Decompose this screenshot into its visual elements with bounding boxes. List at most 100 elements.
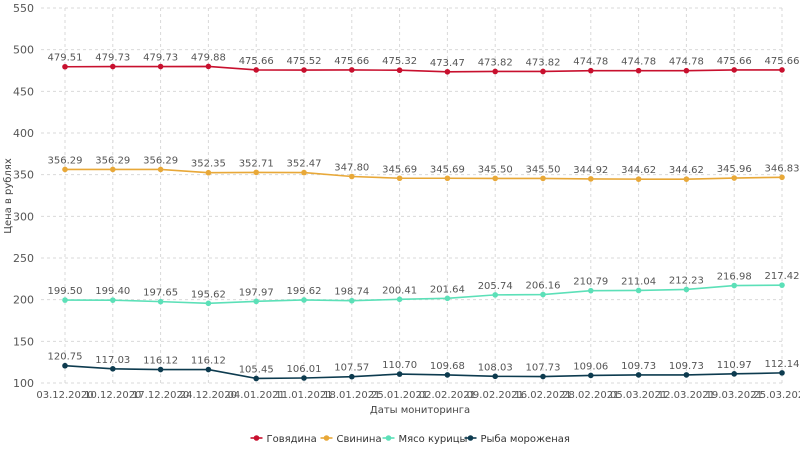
data-point[interactable] bbox=[396, 296, 403, 303]
legend-item[interactable]: Мясо курицы bbox=[382, 434, 468, 445]
data-point[interactable] bbox=[301, 67, 307, 73]
data-point[interactable] bbox=[157, 63, 164, 70]
data-label: 197.97 bbox=[239, 287, 274, 298]
data-label: 475.66 bbox=[765, 56, 800, 67]
data-point[interactable] bbox=[396, 175, 403, 182]
data-point[interactable] bbox=[62, 362, 68, 369]
data-point[interactable] bbox=[157, 298, 164, 305]
data-label: 356.29 bbox=[143, 155, 178, 166]
data-point[interactable] bbox=[110, 166, 116, 173]
data-point[interactable] bbox=[349, 67, 355, 73]
y-tick-label: 550 bbox=[13, 2, 34, 15]
legend-swatch-marker bbox=[323, 435, 330, 441]
data-point[interactable] bbox=[110, 63, 116, 70]
data-label: 473.82 bbox=[478, 57, 513, 68]
data-point[interactable] bbox=[731, 67, 737, 73]
data-point[interactable] bbox=[349, 173, 355, 180]
data-point[interactable] bbox=[635, 67, 642, 74]
x-tick-label: 03.12.2020 bbox=[36, 390, 93, 401]
data-label: 345.69 bbox=[430, 164, 465, 175]
data-label: 120.75 bbox=[48, 352, 83, 363]
data-point[interactable] bbox=[540, 175, 546, 182]
data-point[interactable] bbox=[253, 169, 259, 176]
data-point[interactable] bbox=[683, 67, 690, 74]
legend-swatch-marker bbox=[467, 435, 474, 441]
data-point[interactable] bbox=[492, 292, 499, 298]
data-point[interactable] bbox=[396, 371, 403, 377]
data-point[interactable] bbox=[779, 370, 785, 376]
x-tick-label: 17.12.2020 bbox=[132, 390, 189, 401]
data-point[interactable] bbox=[205, 300, 212, 307]
data-point[interactable] bbox=[253, 375, 259, 382]
data-point[interactable] bbox=[492, 373, 499, 380]
data-label: 110.70 bbox=[382, 360, 417, 371]
data-point[interactable] bbox=[588, 287, 594, 294]
data-label: 116.12 bbox=[143, 356, 178, 367]
data-point[interactable] bbox=[205, 169, 212, 176]
series-line bbox=[64, 65, 782, 73]
data-point[interactable] bbox=[683, 286, 690, 293]
legend-item[interactable]: Рыба мороженая bbox=[464, 434, 570, 445]
data-point[interactable] bbox=[588, 67, 594, 74]
data-point[interactable] bbox=[110, 366, 116, 372]
data-label: 211.04 bbox=[621, 276, 656, 287]
data-point[interactable] bbox=[349, 373, 355, 380]
data-point[interactable] bbox=[683, 176, 690, 182]
data-point[interactable] bbox=[253, 67, 259, 73]
x-tick-label: 11.01.2021 bbox=[275, 390, 332, 401]
data-point[interactable] bbox=[157, 166, 164, 173]
x-tick-label: 02.02.2021 bbox=[419, 390, 476, 401]
data-point[interactable] bbox=[444, 372, 451, 378]
data-point[interactable] bbox=[62, 166, 68, 173]
data-point[interactable] bbox=[779, 67, 785, 73]
data-point[interactable] bbox=[779, 174, 785, 181]
data-point[interactable] bbox=[301, 297, 307, 303]
data-point[interactable] bbox=[396, 67, 403, 74]
data-point[interactable] bbox=[779, 282, 785, 288]
data-label: 347.80 bbox=[334, 163, 369, 174]
data-point[interactable] bbox=[444, 68, 451, 75]
x-tick-label: 12.03.2021 bbox=[658, 390, 715, 401]
data-label: 345.96 bbox=[717, 164, 752, 175]
data-label: 216.98 bbox=[717, 272, 752, 283]
data-point[interactable] bbox=[253, 298, 259, 305]
data-point[interactable] bbox=[301, 375, 307, 381]
legend-item[interactable]: Свинина bbox=[320, 434, 382, 445]
data-point[interactable] bbox=[110, 297, 116, 303]
data-point[interactable] bbox=[205, 63, 212, 70]
data-point[interactable] bbox=[635, 176, 642, 182]
data-label: 117.03 bbox=[95, 355, 130, 366]
data-point[interactable] bbox=[635, 287, 642, 294]
data-label: 356.29 bbox=[48, 155, 83, 166]
data-label: 345.69 bbox=[382, 164, 417, 175]
data-point[interactable] bbox=[588, 372, 594, 379]
data-point[interactable] bbox=[62, 63, 68, 70]
data-point[interactable] bbox=[301, 169, 307, 176]
y-tick-label: 150 bbox=[13, 335, 34, 348]
data-point[interactable] bbox=[731, 175, 737, 181]
data-point[interactable] bbox=[349, 297, 355, 304]
data-point[interactable] bbox=[444, 295, 451, 302]
data-point[interactable] bbox=[205, 366, 212, 373]
data-point[interactable] bbox=[588, 176, 594, 182]
data-label: 206.16 bbox=[526, 281, 561, 292]
x-tick-label: 25.03.2021 bbox=[753, 390, 800, 401]
data-point[interactable] bbox=[540, 291, 546, 298]
legend-item[interactable]: Говядина bbox=[250, 434, 317, 445]
data-point[interactable] bbox=[157, 366, 164, 373]
data-point[interactable] bbox=[540, 373, 546, 380]
x-tick-label: 09.02.2021 bbox=[467, 390, 524, 401]
data-point[interactable] bbox=[62, 297, 68, 303]
data-point[interactable] bbox=[731, 371, 737, 377]
data-point[interactable] bbox=[731, 282, 737, 289]
y-tick-label: 300 bbox=[13, 210, 34, 223]
data-point[interactable] bbox=[492, 68, 499, 75]
data-label: 109.73 bbox=[669, 361, 704, 372]
data-point[interactable] bbox=[444, 175, 451, 182]
data-label: 210.79 bbox=[573, 277, 608, 288]
data-point[interactable] bbox=[683, 372, 690, 378]
data-point[interactable] bbox=[635, 372, 642, 378]
data-point[interactable] bbox=[492, 175, 499, 182]
data-point[interactable] bbox=[540, 68, 546, 75]
